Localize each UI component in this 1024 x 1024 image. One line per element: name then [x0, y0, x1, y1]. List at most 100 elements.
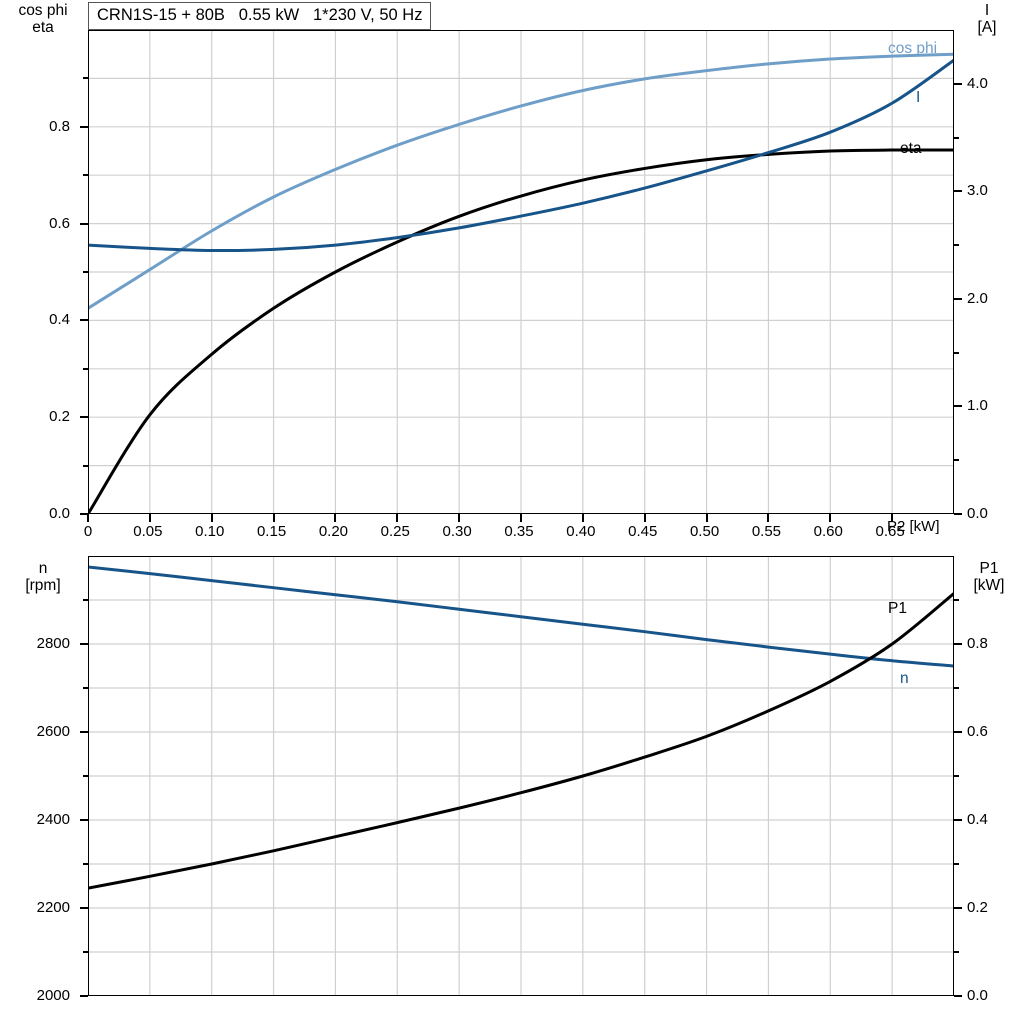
tick-mark [954, 137, 959, 139]
y-tick-label-right-top: 4.0 [967, 75, 988, 92]
tick-mark [83, 368, 88, 370]
tick-mark [954, 298, 962, 300]
tick-mark [211, 514, 213, 522]
top-plot-area [88, 30, 954, 514]
tick-mark [954, 513, 962, 515]
tick-mark [83, 465, 88, 467]
y-tick-label-left-top: 0.0 [18, 505, 70, 522]
x-tick-label: 0.15 [257, 523, 286, 540]
y-tick-label-right-bottom: 0.4 [967, 811, 988, 828]
y-tick-label-right-top: 2.0 [967, 290, 988, 307]
tick-mark [954, 599, 959, 601]
tick-mark [582, 514, 584, 522]
y-tick-label-left-top: 0.8 [18, 118, 70, 135]
x-tick-label: 0 [84, 523, 92, 540]
y-tick-label-left-bottom: 2400 [8, 811, 70, 828]
curve-label-eta: eta [900, 140, 922, 158]
tick-mark [954, 244, 959, 246]
bottom-left-axis-label: n [rpm] [0, 560, 86, 594]
pump-performance-chart: cos phi eta I [A] CRN1S-15 + 80B 0.55 kW… [0, 0, 1024, 1024]
tick-mark [83, 77, 88, 79]
x-tick-label: 0.35 [504, 523, 533, 540]
y-tick-label-right-top: 0.0 [967, 505, 988, 522]
tick-mark [80, 731, 88, 733]
x-tick-label: 0.60 [814, 523, 843, 540]
y-tick-label-left-top: 0.2 [18, 408, 70, 425]
y-tick-label-right-bottom: 0.8 [967, 635, 988, 652]
tick-mark [149, 514, 151, 522]
tick-mark [80, 907, 88, 909]
tick-mark [954, 405, 962, 407]
y-tick-label-right-bottom: 0.2 [967, 899, 988, 916]
tick-mark [83, 687, 88, 689]
x-tick-label: 0.45 [628, 523, 657, 540]
tick-mark [954, 907, 962, 909]
top-right-axis-label: I [A] [962, 2, 1012, 36]
x-tick-label: 0.50 [690, 523, 719, 540]
tick-mark [954, 731, 962, 733]
bottom-plot-area [88, 556, 954, 996]
y-tick-label-right-bottom: 0.6 [967, 723, 988, 740]
tick-mark [954, 83, 962, 85]
tick-mark [954, 643, 962, 645]
y-tick-label-right-top: 3.0 [967, 182, 988, 199]
x-tick-label: 0.30 [443, 523, 472, 540]
curve-label-p1: P1 [888, 600, 907, 618]
x-tick-label: 0.25 [381, 523, 410, 540]
tick-mark [83, 775, 88, 777]
tick-mark [83, 863, 88, 865]
tick-mark [767, 514, 769, 522]
y-tick-label-left-top: 0.4 [18, 311, 70, 328]
tick-mark [80, 223, 88, 225]
tick-mark [83, 174, 88, 176]
tick-mark [83, 951, 88, 953]
tick-mark [458, 514, 460, 522]
tick-mark [80, 819, 88, 821]
tick-mark [87, 514, 89, 522]
tick-mark [829, 514, 831, 522]
tick-mark [80, 319, 88, 321]
x-tick-label: 0.40 [566, 523, 595, 540]
bottom-right-axis-label: P1 [kW] [962, 560, 1016, 594]
curve-label-current: I [916, 89, 920, 107]
tick-mark [273, 514, 275, 522]
tick-mark [396, 514, 398, 522]
tick-mark [954, 775, 959, 777]
top-left-axis-label: cos phi eta [0, 2, 86, 36]
tick-mark [954, 190, 962, 192]
tick-mark [954, 459, 959, 461]
x-tick-label: 0.10 [195, 523, 224, 540]
tick-mark [80, 643, 88, 645]
tick-mark [954, 687, 959, 689]
curve-label-n: n [900, 670, 909, 688]
tick-mark [520, 514, 522, 522]
tick-mark [334, 514, 336, 522]
y-tick-label-left-bottom: 2600 [8, 723, 70, 740]
x-tick-label: 0.05 [133, 523, 162, 540]
top-plot-svg [88, 30, 954, 514]
chart-title: CRN1S-15 + 80B 0.55 kW 1*230 V, 50 Hz [88, 2, 431, 30]
tick-mark [954, 863, 959, 865]
y-tick-label-left-bottom: 2200 [8, 899, 70, 916]
tick-mark [644, 514, 646, 522]
tick-mark [80, 416, 88, 418]
tick-mark [954, 995, 962, 997]
tick-mark [83, 599, 88, 601]
curve-label-cos-phi: cos phi [888, 40, 937, 58]
tick-mark [954, 819, 962, 821]
tick-mark [954, 352, 959, 354]
tick-mark [80, 126, 88, 128]
x-axis-title: P2 [kW] [887, 518, 940, 535]
x-tick-label: 0.55 [752, 523, 781, 540]
y-tick-label-right-bottom: 0.0 [967, 987, 988, 1004]
y-tick-label-left-bottom: 2000 [8, 987, 70, 1004]
y-tick-label-left-bottom: 2800 [8, 635, 70, 652]
y-tick-label-right-top: 1.0 [967, 397, 988, 414]
x-tick-label: 0.20 [319, 523, 348, 540]
tick-mark [83, 271, 88, 273]
bottom-plot-svg [88, 556, 954, 996]
y-tick-label-left-top: 0.6 [18, 215, 70, 232]
tick-mark [954, 951, 959, 953]
tick-mark [706, 514, 708, 522]
tick-mark [80, 995, 88, 997]
